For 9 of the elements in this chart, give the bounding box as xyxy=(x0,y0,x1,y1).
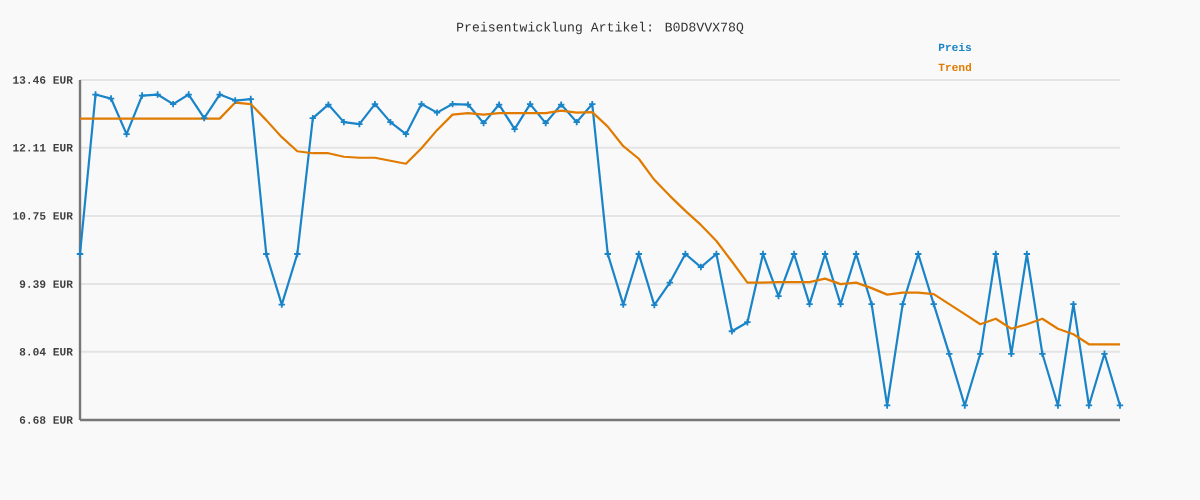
y-tick-label: 6.68 EUR xyxy=(19,416,73,424)
chart-title: Preisentwicklung Artikel: B0D8VVX78Q xyxy=(457,21,744,35)
y-tick-label: 12.11 EUR xyxy=(13,143,73,152)
y-tick-label: 10.75 EUR xyxy=(13,212,73,220)
y-tick-label: 13.46 EUR xyxy=(13,76,73,84)
y-tick-label: 8.04 EUR xyxy=(19,348,73,356)
text: Trend xyxy=(938,62,972,72)
y-tick-label: 9.39 EUR xyxy=(19,280,73,288)
text: Preis xyxy=(938,42,972,52)
